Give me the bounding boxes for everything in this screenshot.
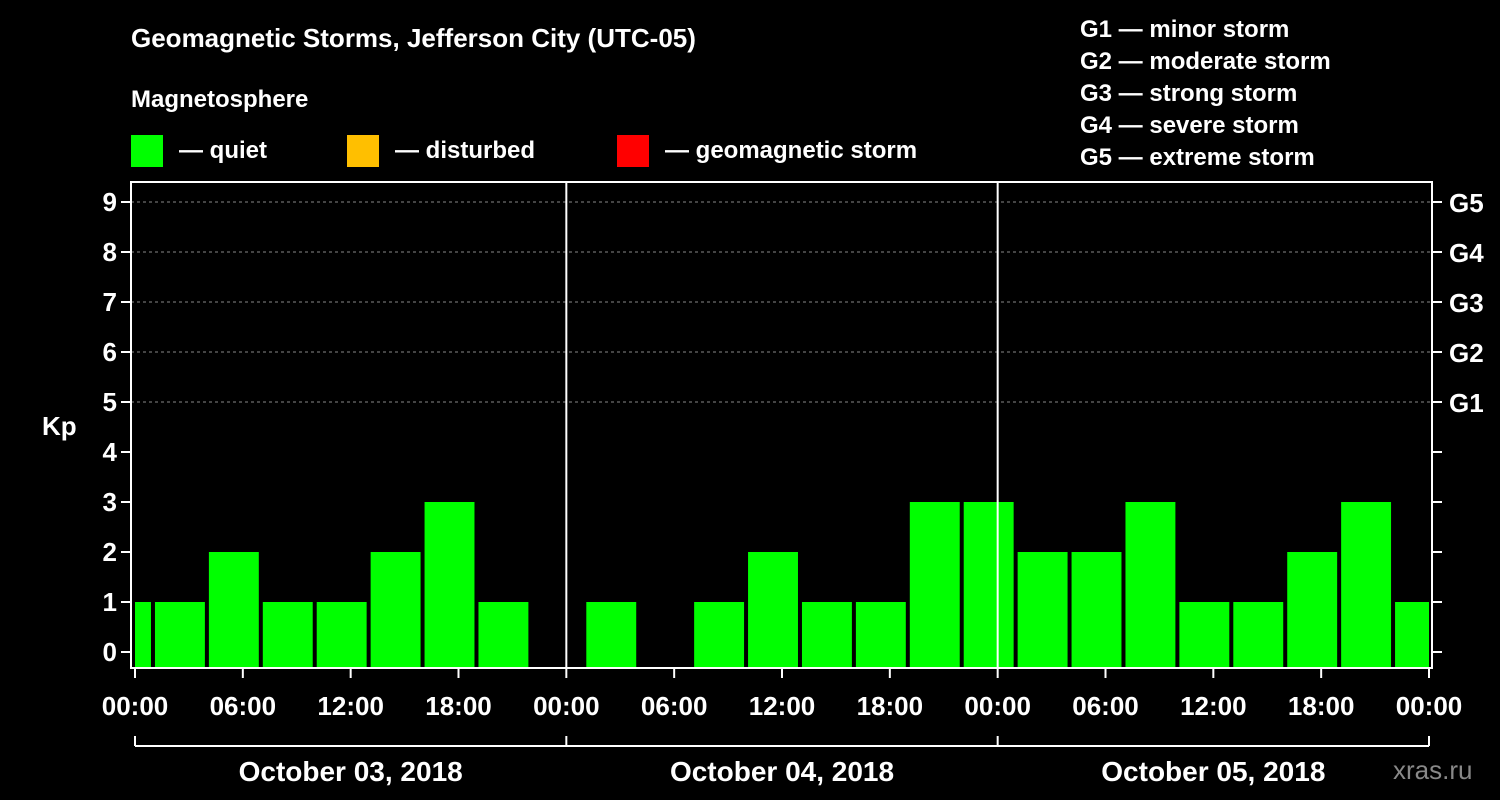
x-tick-label-8: 00:00 [964, 691, 1031, 721]
bar-7 [478, 602, 529, 668]
bar-8 [586, 602, 637, 668]
watermark: xras.ru [1393, 755, 1473, 785]
legend-item-storm: — geomagnetic storm [617, 134, 917, 168]
bar-4 [316, 602, 367, 668]
y-tick-label-3: 3 [103, 487, 117, 517]
bar-6 [424, 502, 475, 668]
day-label-2: October 05, 2018 [1101, 756, 1325, 787]
bar-13 [909, 502, 960, 668]
legend-item-quiet: — quiet [131, 134, 267, 168]
legend-swatch-storm [617, 135, 649, 167]
bar-19 [1233, 602, 1284, 668]
legend-label-disturbed: — disturbed [395, 137, 536, 164]
bar-14 [963, 502, 1014, 668]
legend-label-storm: — geomagnetic storm [665, 137, 918, 164]
y-tick-label-9: 9 [103, 187, 117, 217]
right-tick-label-G1: G1 [1449, 388, 1484, 418]
bar-17 [1125, 502, 1176, 668]
x-tick-label-3: 18:00 [425, 691, 492, 721]
bar-20 [1287, 552, 1338, 668]
right-tick-label-G3: G3 [1449, 288, 1484, 318]
y-tick-label-4: 4 [103, 437, 118, 467]
bar-0 [135, 602, 151, 668]
day-label-0: October 03, 2018 [239, 756, 463, 787]
y-tick-label-8: 8 [103, 237, 117, 267]
legend-item-disturbed: — disturbed [347, 134, 535, 168]
right-tick-label-G5: G5 [1449, 188, 1484, 218]
y-tick-label-6: 6 [103, 337, 117, 367]
bar-21 [1341, 502, 1392, 668]
x-tick-label-4: 00:00 [533, 691, 600, 721]
bar-5 [370, 552, 421, 668]
x-tick-label-0: 00:00 [102, 691, 169, 721]
g-scale-g3: G3 — strong storm [1080, 80, 1298, 107]
bar-18 [1179, 602, 1230, 668]
x-tick-label-10: 12:00 [1180, 691, 1247, 721]
right-tick-label-G2: G2 [1449, 338, 1484, 368]
y-tick-label-5: 5 [103, 387, 117, 417]
chart-subtitle: Magnetosphere [131, 86, 309, 113]
right-tick-label-G4: G4 [1449, 238, 1484, 268]
y-tick-label-1: 1 [103, 587, 117, 617]
x-tick-label-2: 12:00 [317, 691, 384, 721]
bar-10 [748, 552, 798, 668]
bar-22 [1395, 602, 1429, 668]
bar-12 [855, 602, 906, 668]
y-tick-label-0: 0 [103, 637, 117, 667]
legend-label-quiet: — quiet [179, 137, 267, 164]
bar-1 [154, 602, 205, 668]
g-scale-g1: G1 — minor storm [1080, 16, 1290, 43]
x-tick-label-11: 18:00 [1288, 691, 1355, 721]
legend-swatch-quiet [131, 135, 163, 167]
x-tick-label-9: 06:00 [1072, 691, 1139, 721]
bar-9 [694, 602, 745, 668]
legend-swatch-disturbed [347, 135, 379, 167]
x-tick-label-5: 06:00 [641, 691, 708, 721]
bar-16 [1071, 552, 1122, 668]
y-tick-label-7: 7 [103, 287, 117, 317]
bar-2 [208, 552, 259, 668]
g-scale-g4: G4 — severe storm [1080, 112, 1299, 139]
x-tick-label-6: 12:00 [749, 691, 816, 721]
g-scale-g5: G5 — extreme storm [1080, 144, 1315, 171]
chart-title: Geomagnetic Storms, Jefferson City (UTC-… [131, 23, 696, 53]
bar-3 [262, 602, 313, 668]
bar-11 [801, 602, 852, 668]
bar-15 [1017, 552, 1068, 668]
g-scale-g2: G2 — moderate storm [1080, 48, 1331, 75]
g-scale-legend: G1 — minor storm G2 — moderate storm G3 … [1080, 14, 1331, 174]
x-tick-label-7: 18:00 [857, 691, 924, 721]
day-label-1: October 04, 2018 [670, 756, 894, 787]
x-tick-label-12: 00:00 [1396, 691, 1463, 721]
x-tick-label-1: 06:00 [210, 691, 277, 721]
y-tick-label-2: 2 [103, 537, 117, 567]
y-axis-label: Kp [42, 411, 77, 441]
